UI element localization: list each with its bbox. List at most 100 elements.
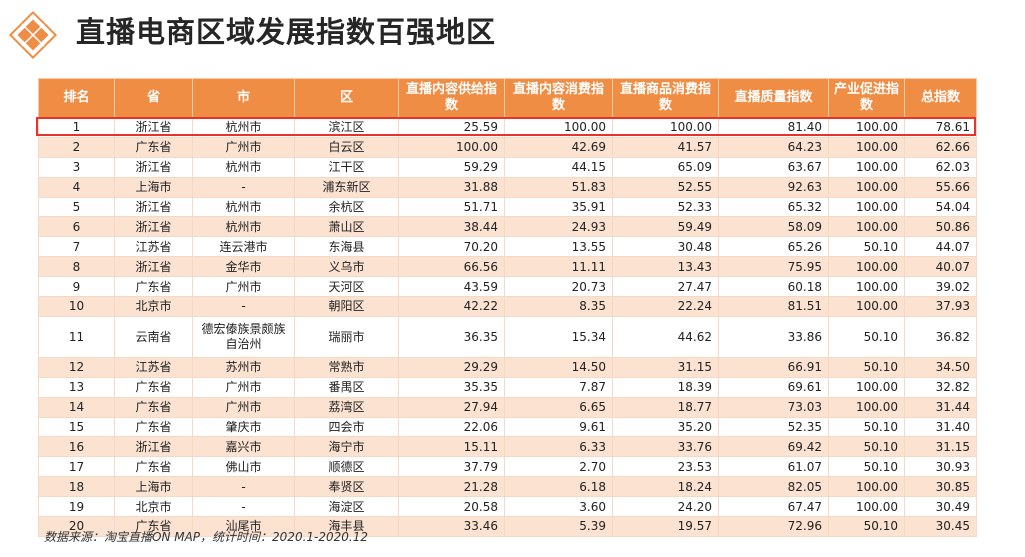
table-cell: 100.00 xyxy=(828,156,905,178)
table-cell: 13 xyxy=(38,376,115,398)
table-cell: 27.47 xyxy=(612,276,719,298)
table-cell: 59.29 xyxy=(398,156,505,178)
table-row: 17 广东省 佛山市 顺德区 37.79 2.70 23.53 61.07 50.10 30.93 xyxy=(38,456,977,478)
table-cell: 54.04 xyxy=(904,196,977,218)
table-cell: 滨江区 xyxy=(294,117,399,138)
table-cell: 29.29 xyxy=(398,356,505,378)
table-cell: 15 xyxy=(38,416,115,438)
column-header: 直播内容供给指数 xyxy=(398,78,505,118)
table-cell: 22.24 xyxy=(612,296,719,317)
table-cell: 11.11 xyxy=(504,256,613,278)
table-cell: 浙江省 xyxy=(114,216,193,238)
table-row: 9 广东省 广州市 天河区 43.59 20.73 27.47 60.18 100.00 39.0… xyxy=(38,276,977,298)
table-cell: 52.35 xyxy=(718,416,829,438)
table-cell: 30.49 xyxy=(904,496,977,518)
table-cell: 50.10 xyxy=(828,315,905,358)
table-cell: 7 xyxy=(38,236,115,258)
table-cell: 33.46 xyxy=(398,516,505,537)
table-cell: 69.42 xyxy=(718,436,829,458)
table-cell: 62.03 xyxy=(904,156,977,178)
table-cell: 汕尾市 xyxy=(192,516,295,537)
table-cell: 69.61 xyxy=(718,376,829,398)
table-cell: 浙江省 xyxy=(114,156,193,178)
table-cell: 5.39 xyxy=(504,516,613,537)
table-cell: 62.66 xyxy=(904,136,977,158)
table-cell: 75.95 xyxy=(718,256,829,278)
table-row: 4 上海市 - 浦东新区 31.88 51.83 52.55 92.63 100.00 55.66 xyxy=(38,176,977,198)
table-row: 12 江苏省 苏州市 常熟市 29.29 14.50 31.15 66.91 50.10 34.5… xyxy=(38,356,977,378)
table-cell: 100.00 xyxy=(828,396,905,418)
table-cell: 1 xyxy=(38,117,115,138)
table-cell: 42.22 xyxy=(398,296,505,317)
table-cell: 13.55 xyxy=(504,236,613,258)
table-cell: 55.66 xyxy=(904,176,977,198)
table-cell: 德宏傣族景颇族自治州 xyxy=(192,315,295,358)
table-cell: 8 xyxy=(38,256,115,278)
table-cell: 顺德区 xyxy=(294,456,399,478)
table-cell: 66.91 xyxy=(718,356,829,378)
table-cell: 33.76 xyxy=(612,436,719,458)
table-cell: 江苏省 xyxy=(114,356,193,378)
table-cell: 连云港市 xyxy=(192,236,295,258)
table-cell: 北京市 xyxy=(114,496,193,518)
table-header-row: 排名省市区直播内容供给指数 直播内容消费指数 直播商品消费指数 直播质量指数 产业促进指… xyxy=(38,78,977,118)
table-cell: 肇庆市 xyxy=(192,416,295,438)
table-row: 14 广东省 广州市 荔湾区 27.94 6.65 18.77 73.03 100.00 31.4… xyxy=(38,396,977,418)
table-cell: 广东省 xyxy=(114,516,193,537)
table-cell: 18.39 xyxy=(612,376,719,398)
table-cell: 5 xyxy=(38,196,115,218)
table-cell: 58.09 xyxy=(718,216,829,238)
table-cell: 佛山市 xyxy=(192,456,295,478)
table-cell: 52.33 xyxy=(612,196,719,218)
table-cell: 番禺区 xyxy=(294,376,399,398)
table-cell: 61.07 xyxy=(718,456,829,478)
table-cell: 59.49 xyxy=(612,216,719,238)
table-cell: 63.67 xyxy=(718,156,829,178)
table-cell: 43.59 xyxy=(398,276,505,298)
table-cell: 云南省 xyxy=(114,315,193,358)
table-cell: 41.57 xyxy=(612,136,719,158)
column-header: 直播商品消费指数 xyxy=(612,78,719,118)
table-cell: 15.11 xyxy=(398,436,505,458)
table-cell: 25.59 xyxy=(398,117,505,138)
table-cell: 广东省 xyxy=(114,136,193,158)
table-cell: 70.20 xyxy=(398,236,505,258)
table-cell: 30.48 xyxy=(612,236,719,258)
table-cell: 100.00 xyxy=(504,117,613,138)
table-cell: 100.00 xyxy=(828,496,905,518)
column-header: 总指数 xyxy=(904,78,977,118)
table-row: 19 北京市 - 海淀区 20.58 3.60 24.20 67.47 100.00 30.49 xyxy=(38,496,977,518)
data-source-note: 数据来源：淘宝直播ON MAP，统计时间：2020.1-2020.12 xyxy=(44,530,368,544)
table-cell: 100.00 xyxy=(828,376,905,398)
table-cell: 杭州市 xyxy=(192,196,295,218)
table-cell: 广东省 xyxy=(114,416,193,438)
table-cell: 78.61 xyxy=(904,117,977,138)
table-cell: 100.00 xyxy=(828,117,905,138)
table-cell: 广东省 xyxy=(114,276,193,298)
orange-diamond-icon xyxy=(8,10,58,60)
table-cell: 82.05 xyxy=(718,476,829,498)
table-cell: 31.15 xyxy=(904,436,977,458)
table-cell: 广州市 xyxy=(192,276,295,298)
table-cell: 海宁市 xyxy=(294,436,399,458)
table-cell: 义乌市 xyxy=(294,256,399,278)
table-row: 8 浙江省 金华市 义乌市 66.56 11.11 13.43 75.95 100.00 40.0… xyxy=(38,256,977,278)
table-cell: 6.65 xyxy=(504,396,613,418)
table-cell: 100.00 xyxy=(828,216,905,238)
table-cell: 67.47 xyxy=(718,496,829,518)
table-cell: 36.82 xyxy=(904,315,977,358)
table-cell: 16 xyxy=(38,436,115,458)
table-cell: 14 xyxy=(38,396,115,418)
table-cell: 65.09 xyxy=(612,156,719,178)
table-cell: 37.79 xyxy=(398,456,505,478)
table-cell: 37.93 xyxy=(904,296,977,317)
table-cell: 50.10 xyxy=(828,356,905,378)
table-cell: 35.20 xyxy=(612,416,719,438)
table-row: 16 浙江省 嘉兴市 海宁市 15.11 6.33 33.76 69.42 50.10 31.15 xyxy=(38,436,977,458)
table-cell: 9 xyxy=(38,276,115,298)
table-cell: 18 xyxy=(38,476,115,498)
table-cell: 金华市 xyxy=(192,256,295,278)
table-cell: 50.10 xyxy=(828,416,905,438)
table-row: 10 北京市 - 朝阳区 42.22 8.35 22.24 81.51 100.00 37.93 xyxy=(38,296,977,317)
column-header: 区 xyxy=(294,78,399,118)
